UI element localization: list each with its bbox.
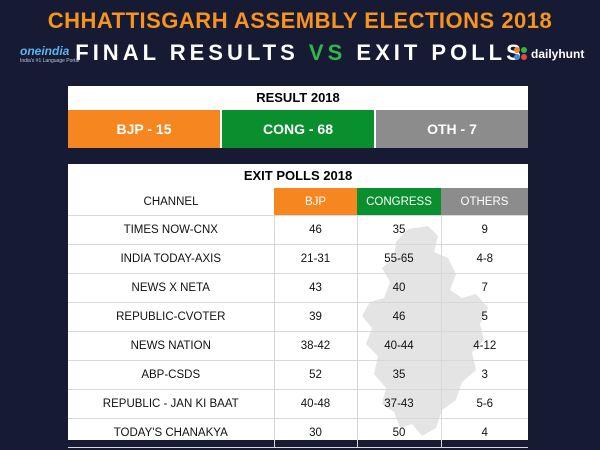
bjp-cell: 39 [274, 302, 358, 332]
column-header-channel: CHANNEL [68, 188, 274, 216]
bjp-cell: 46 [274, 215, 358, 245]
column-header-congress: CONGRESS [357, 188, 441, 216]
others-cell: 4-8 [441, 244, 528, 274]
congress-cell: 46 [357, 302, 442, 332]
table-row: REPUBLIC - JAN KI BAAT 40-48 37-43 5-6 [68, 389, 528, 419]
result-title: RESULT 2018 [256, 90, 340, 105]
result-panel: RESULT 2018 BJP - 15 CONG - 68 OTH - 7 [68, 86, 528, 148]
table-header-row: CHANNEL BJP CONGRESS OTHERS [68, 188, 528, 216]
dailyhunt-brand: dailyhunt [531, 47, 585, 61]
table-row: NEWS NATION 38-42 40-44 4-12 [68, 331, 528, 361]
bjp-cell: 40-48 [274, 389, 358, 419]
table-row: ABP-CSDS 52 35 3 [68, 360, 528, 390]
congress-cell: 35 [357, 360, 442, 390]
result-row: BJP - 15 CONG - 68 OTH - 7 [68, 110, 528, 148]
channel-cell: TODAY'S CHANAKYA [68, 418, 275, 448]
page-title: CHHATTISGARH ASSEMBLY ELECTIONS 2018 [47, 8, 553, 33]
congress-cell: 35 [357, 215, 442, 245]
channel-cell: INDIA TODAY-AXIS [68, 244, 275, 274]
exit-polls-panel: EXIT POLLS 2018 CHANNEL BJP CONGRESS OTH… [68, 164, 528, 448]
subtitle-exit-polls: EXIT POLLS [356, 40, 525, 65]
others-cell: 4-12 [441, 331, 528, 361]
others-cell: 5-6 [441, 389, 528, 419]
bjp-cell: 52 [274, 360, 358, 390]
channel-cell: REPUBLIC-CVOTER [68, 302, 275, 332]
column-header-bjp: BJP [274, 188, 357, 216]
table-row: TIMES NOW-CNX 46 35 9 [68, 215, 528, 245]
bjp-cell: 30 [274, 418, 358, 448]
exit-polls-table: CHANNEL BJP CONGRESS OTHERS TIMES NOW-CN… [68, 188, 528, 448]
table-row: REPUBLIC-CVOTER 39 46 5 [68, 302, 528, 332]
others-cell: 7 [441, 273, 528, 303]
others-cell: 5 [441, 302, 528, 332]
channel-cell: NEWS NATION [68, 331, 275, 361]
page-subtitle: FINAL RESULTS VS EXIT POLLS [0, 40, 600, 66]
column-header-others: OTHERS [441, 188, 528, 216]
bjp-cell: 21-31 [274, 244, 358, 274]
channel-cell: REPUBLIC - JAN KI BAAT [68, 389, 275, 419]
congress-cell: 50 [357, 418, 442, 448]
oneindia-logo: oneindia India's #1 Language Portal [20, 44, 88, 70]
congress-cell: 37-43 [357, 389, 442, 419]
exit-polls-title: EXIT POLLS 2018 [243, 168, 353, 183]
congress-cell: 55-65 [357, 244, 442, 274]
others-cell: 3 [441, 360, 528, 390]
subtitle-final-results: FINAL RESULTS [75, 40, 299, 65]
oneindia-tagline: India's #1 Language Portal [20, 58, 80, 64]
result-congress: CONG - 68 [222, 110, 374, 148]
oneindia-brand: oneindia [20, 44, 70, 58]
congress-cell: 40 [357, 273, 442, 303]
result-others: OTH - 7 [376, 110, 528, 148]
dailyhunt-dots-icon [514, 47, 528, 61]
table-row: NEWS X NETA 43 40 7 [68, 273, 528, 303]
dailyhunt-logo: dailyhunt [514, 44, 584, 64]
bjp-cell: 38-42 [274, 331, 358, 361]
bjp-cell: 43 [274, 273, 358, 303]
others-cell: 4 [441, 418, 528, 448]
table-row: INDIA TODAY-AXIS 21-31 55-65 4-8 [68, 244, 528, 274]
subtitle-vs: VS [308, 40, 347, 65]
channel-cell: ABP-CSDS [68, 360, 275, 390]
channel-cell: NEWS X NETA [68, 273, 275, 303]
result-bjp: BJP - 15 [68, 110, 220, 148]
table-row: TODAY'S CHANAKYA 30 50 4 [68, 418, 528, 448]
congress-cell: 40-44 [357, 331, 442, 361]
others-cell: 9 [441, 215, 528, 245]
channel-cell: TIMES NOW-CNX [68, 215, 275, 245]
